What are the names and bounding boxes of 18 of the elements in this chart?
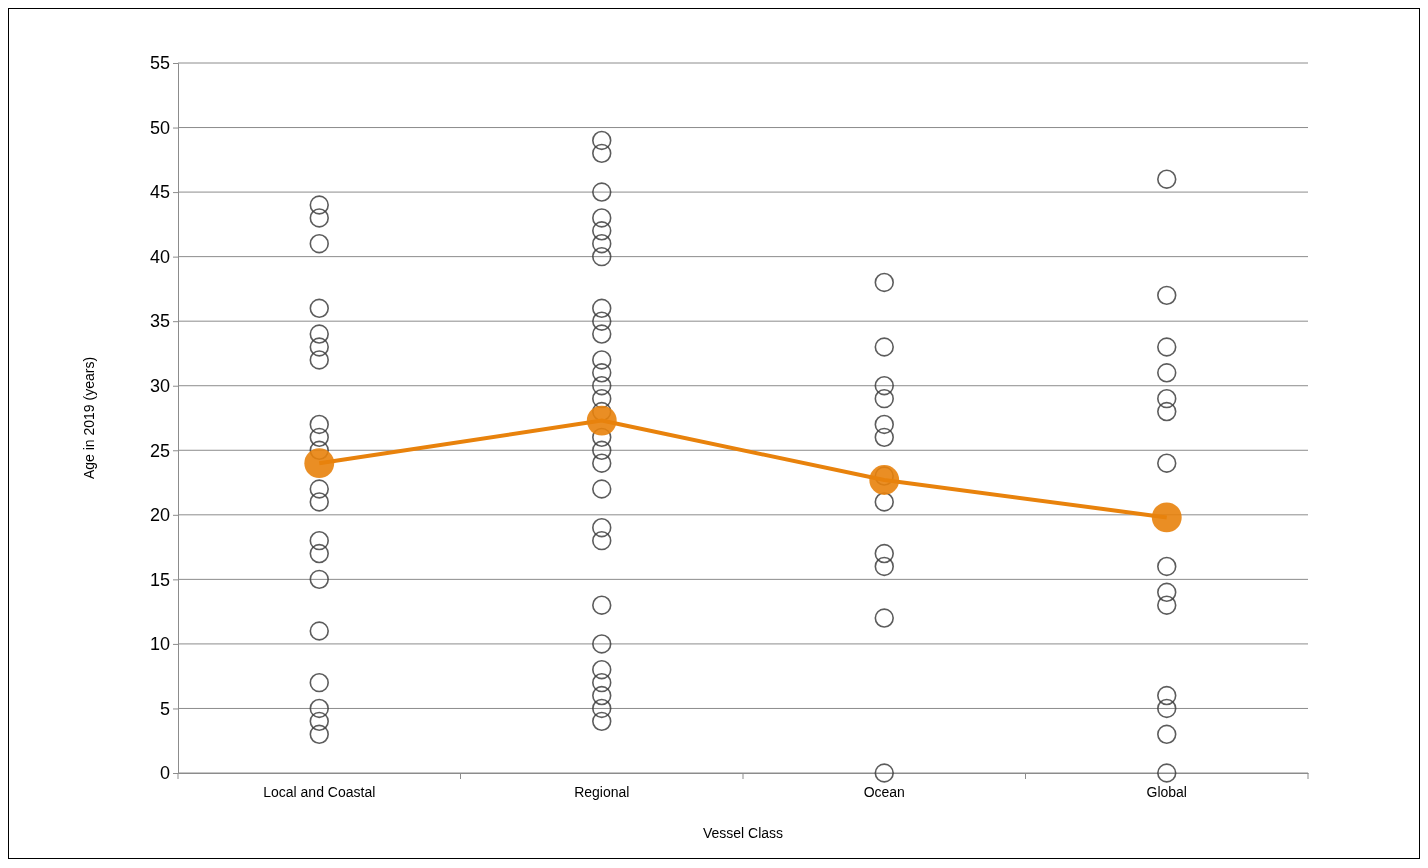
y-tick-label: 50 [149,117,170,138]
y-tick-label: 55 [149,53,170,74]
y-tick-label: 45 [149,182,170,203]
y-tick-label: 25 [149,440,170,461]
y-tick-label: 40 [149,246,170,267]
x-tick-label: Local and Coastal [263,783,376,800]
y-tick-label: 30 [149,375,170,396]
y-tick-label: 0 [159,763,170,784]
y-tick-label: 20 [149,505,170,526]
y-tick-label: 35 [149,311,170,332]
x-tick-label: Regional [574,783,630,800]
y-tick-label: 10 [149,634,170,655]
x-tick-label: Global [1146,783,1187,800]
x-tick-label: Ocean [863,783,905,800]
x-axis-title: Vessel Class [702,825,784,841]
y-tick-label: 5 [159,698,170,719]
y-axis-title: Age in 2019 (years) [81,356,97,480]
y-tick-label: 15 [149,569,170,590]
